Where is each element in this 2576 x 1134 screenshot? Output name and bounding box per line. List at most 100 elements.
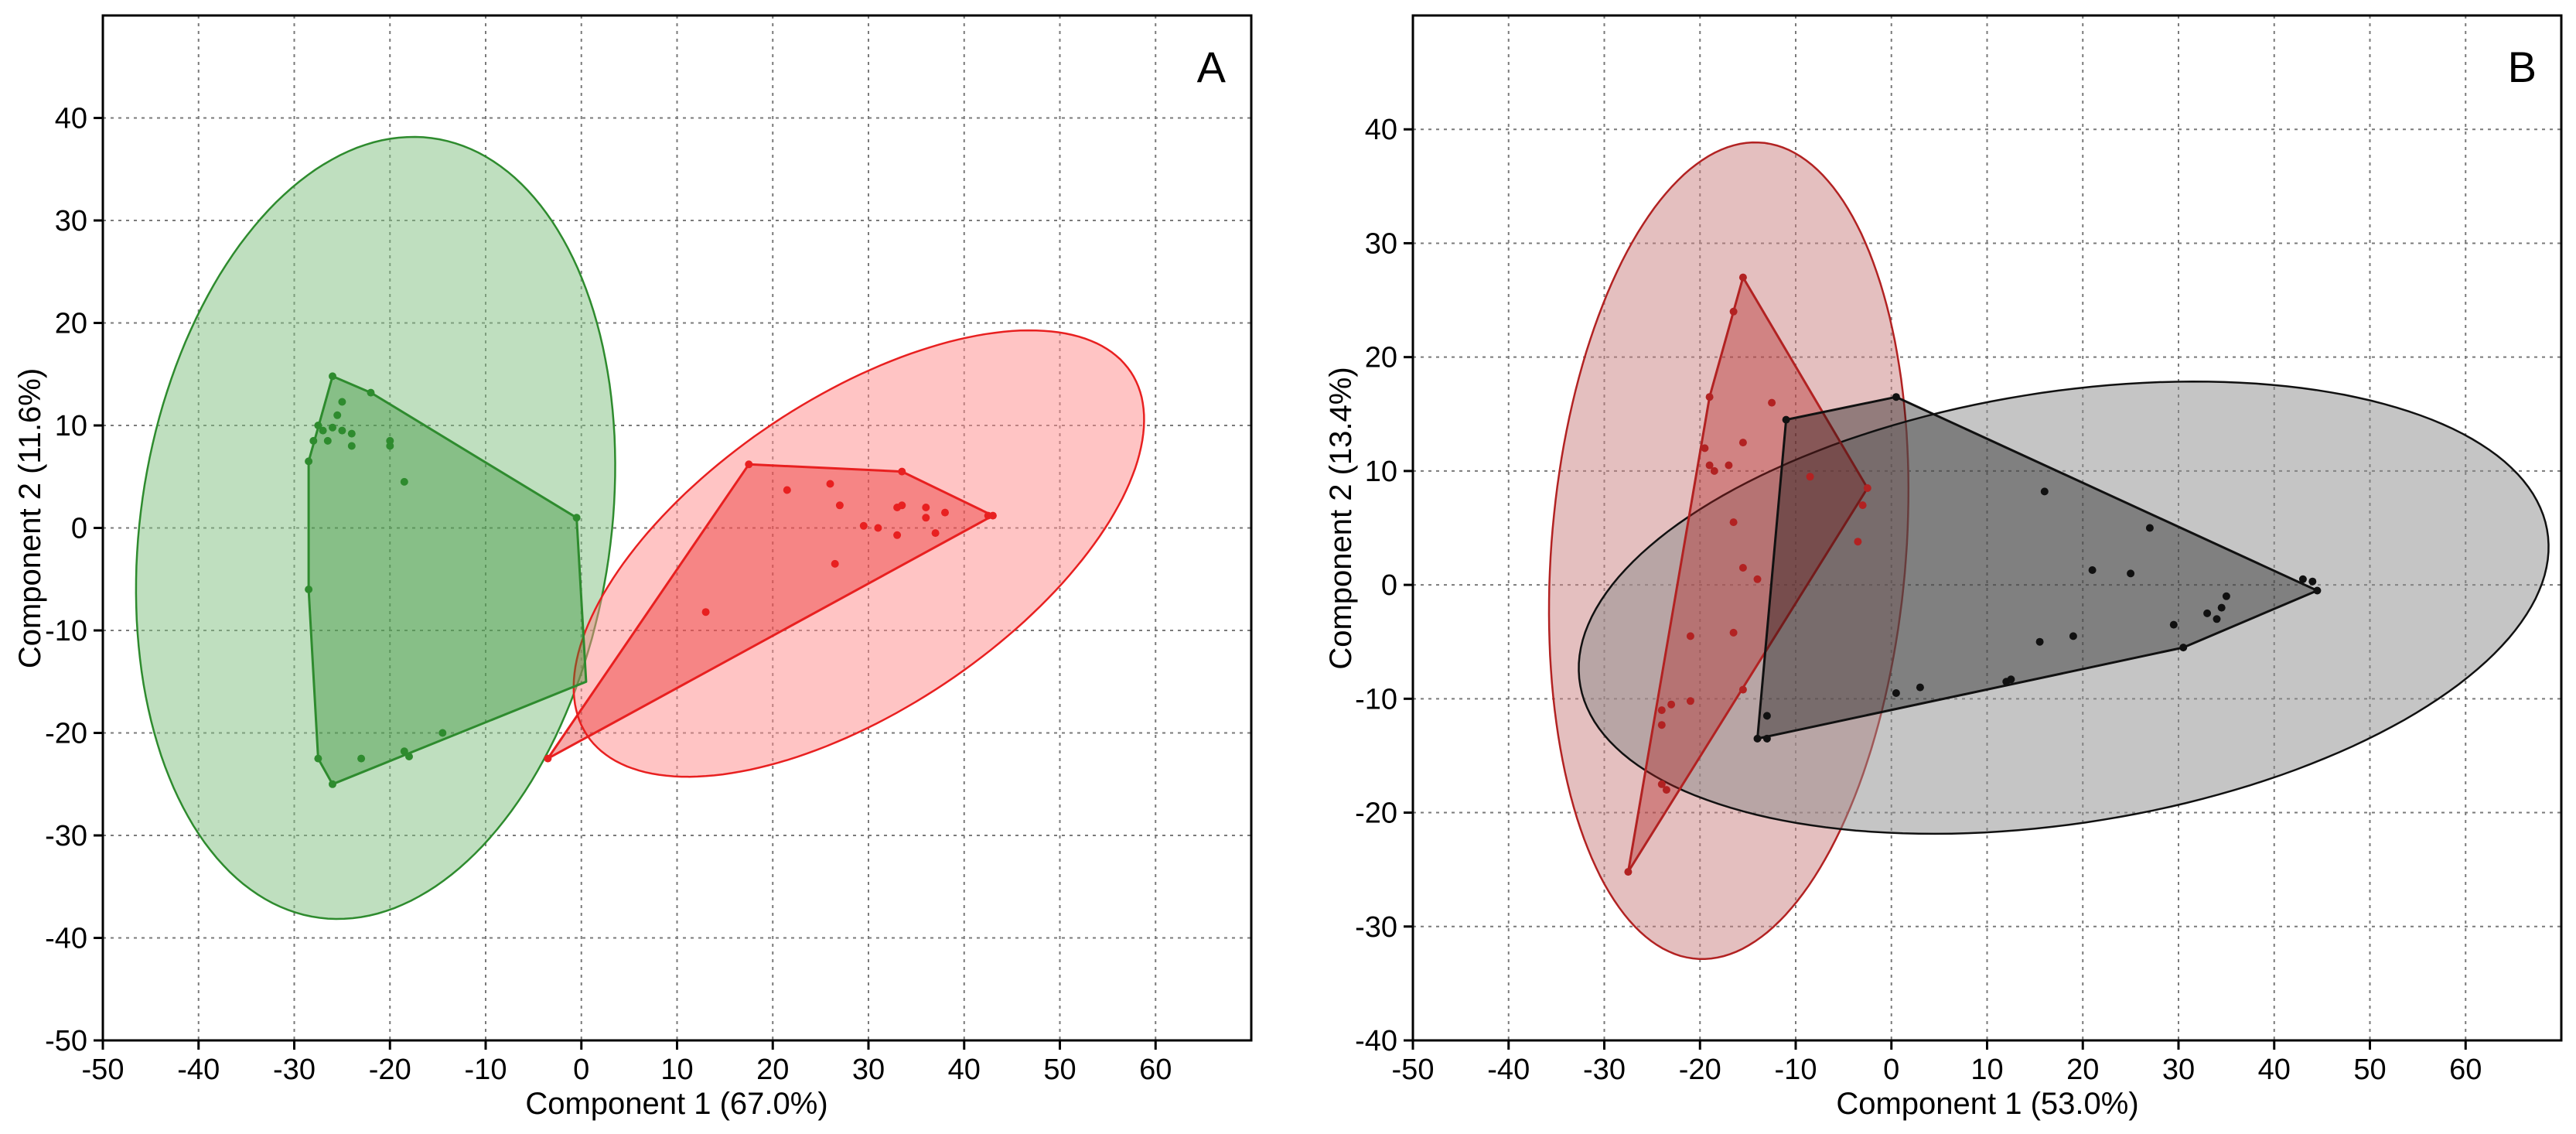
points-b [1624, 273, 2322, 876]
group-green-point [405, 753, 413, 760]
group-darkred-point [1729, 628, 1738, 637]
group-green-point [305, 586, 313, 593]
group-darkred-point [1753, 575, 1762, 583]
y-tick-label: 30 [55, 205, 87, 237]
group-darkred-point [1657, 706, 1666, 715]
group-black-point [2169, 620, 2178, 629]
group-darkred-point [1705, 393, 1714, 401]
group-green-point [314, 422, 322, 429]
group-black-point [2035, 637, 2044, 646]
y-tick-label: 40 [55, 103, 87, 135]
x-axis-title-b: Component 1 (53.0%) [1836, 1087, 2138, 1121]
y-tick-label: -10 [45, 615, 87, 647]
group-green-point [309, 436, 318, 445]
group-red-point [701, 608, 710, 617]
group-darkred-point [1662, 786, 1670, 794]
x-tick-label: -20 [1679, 1054, 1721, 1086]
group-red-point [931, 529, 940, 538]
group-black-point [2203, 609, 2212, 617]
panel-b: -50 -40 -30 -20 -10 0 10 20 30 40 50 60-40-30-20-10… [1324, 14, 2563, 1121]
group-green-point [400, 747, 408, 756]
group-green-point [314, 754, 322, 763]
group-black-point [2213, 615, 2221, 623]
group-darkred-point [1624, 868, 1633, 876]
ellipses-b [1547, 141, 2550, 960]
x-tick-label: 0 [573, 1054, 589, 1086]
group-black-point [2217, 603, 2226, 612]
points-a [305, 372, 997, 788]
group-black-point [2040, 487, 2049, 496]
group-darkred-point [1705, 461, 1714, 470]
group-red-point [859, 521, 868, 530]
x-axis-title-a: Component 1 (67.0%) [525, 1087, 827, 1121]
group-darkred-point [1657, 721, 1666, 729]
x-tick-label: 10 [1970, 1054, 2003, 1086]
group-green-point [367, 388, 375, 397]
group-darkred-point [1858, 501, 1867, 510]
y-tick-label: 40 [1365, 114, 1397, 146]
group-green-point [338, 426, 346, 435]
x-tick-label: 30 [2162, 1054, 2195, 1086]
group-darkred-point [1863, 484, 1871, 492]
x-tick-label: 0 [1883, 1054, 1899, 1086]
ticks-b: -50 -40 -30 -20 -10 0 10 20 30 40 50 60-40-30-20-10… [1355, 114, 2482, 1086]
x-tick-label: -50 [1392, 1054, 1435, 1086]
group-black-point [2088, 566, 2097, 574]
group-green-point [400, 477, 408, 486]
x-tick-label: 60 [1139, 1054, 1172, 1086]
group-darkred-point [1729, 518, 1738, 527]
group-darkred-point [1738, 273, 1747, 282]
x-tick-label: -50 [82, 1054, 125, 1086]
y-axis-title-b: Component 2 (13.4%) [1324, 367, 1358, 669]
x-tick-label: -10 [1775, 1054, 1817, 1086]
y-tick-label: -30 [1355, 911, 1397, 944]
group-black-point [1762, 734, 1771, 743]
x-tick-label: 50 [1043, 1054, 1076, 1086]
y-tick-label: 10 [55, 410, 87, 442]
panel-letter-a: A [1197, 43, 1227, 91]
group-darkred-point [1738, 685, 1747, 694]
group-red-point [826, 480, 834, 488]
group-darkred-point [1686, 632, 1694, 640]
y-tick-label: 0 [1381, 569, 1397, 602]
group-black-point [2069, 632, 2077, 640]
x-tick-label: -40 [1487, 1054, 1530, 1086]
x-tick-label: 60 [2449, 1054, 2482, 1086]
group-black-point [2308, 577, 2317, 586]
ticks-a: -50 -40 -30 -20 -10 0 10 20 30 40 50 60 -50 -40 -30 -20… [45, 103, 1172, 1087]
group-green-point [305, 457, 313, 466]
group-green-point [338, 398, 346, 406]
group-darkred-point [1701, 444, 1709, 453]
x-tick-label: 40 [2258, 1054, 2291, 1086]
group-darkred-point [1854, 538, 1862, 546]
x-tick-label: 30 [852, 1054, 885, 1086]
group-darkred-point [1657, 780, 1666, 788]
x-tick-label: -30 [1583, 1054, 1626, 1086]
group-darkred-point [1738, 564, 1747, 572]
group-red-point [831, 559, 839, 568]
y-tick-label: 20 [1365, 342, 1397, 374]
group-red-point [898, 501, 906, 510]
x-tick-label: -10 [465, 1054, 507, 1086]
group-green-point [572, 514, 581, 522]
y-tick-label: 10 [1365, 456, 1397, 488]
x-tick-label: 20 [2066, 1054, 2099, 1086]
group-black-point [2298, 575, 2307, 583]
group-green-point [347, 429, 356, 438]
group-black-point [1892, 393, 1900, 401]
group-green-point [329, 780, 336, 788]
group-black-point [2222, 592, 2230, 600]
group-green-point [329, 423, 336, 432]
panel-letter-b: B [2508, 43, 2537, 91]
y-tick-label: -10 [1355, 683, 1397, 716]
y-tick-label: -30 [45, 820, 87, 852]
group-black-point [1753, 734, 1762, 743]
group-darkred-point [1710, 466, 1718, 475]
panel-a: -50 -40 -30 -20 -10 0 10 20 30 40 50 60 -50 -40 -30 -20… [13, 14, 1253, 1121]
group-green-point [438, 729, 447, 737]
group-black-point [1916, 683, 1924, 692]
group-red-point [941, 508, 949, 517]
group-red-point [783, 486, 791, 494]
group-darkred-point [1806, 473, 1814, 481]
